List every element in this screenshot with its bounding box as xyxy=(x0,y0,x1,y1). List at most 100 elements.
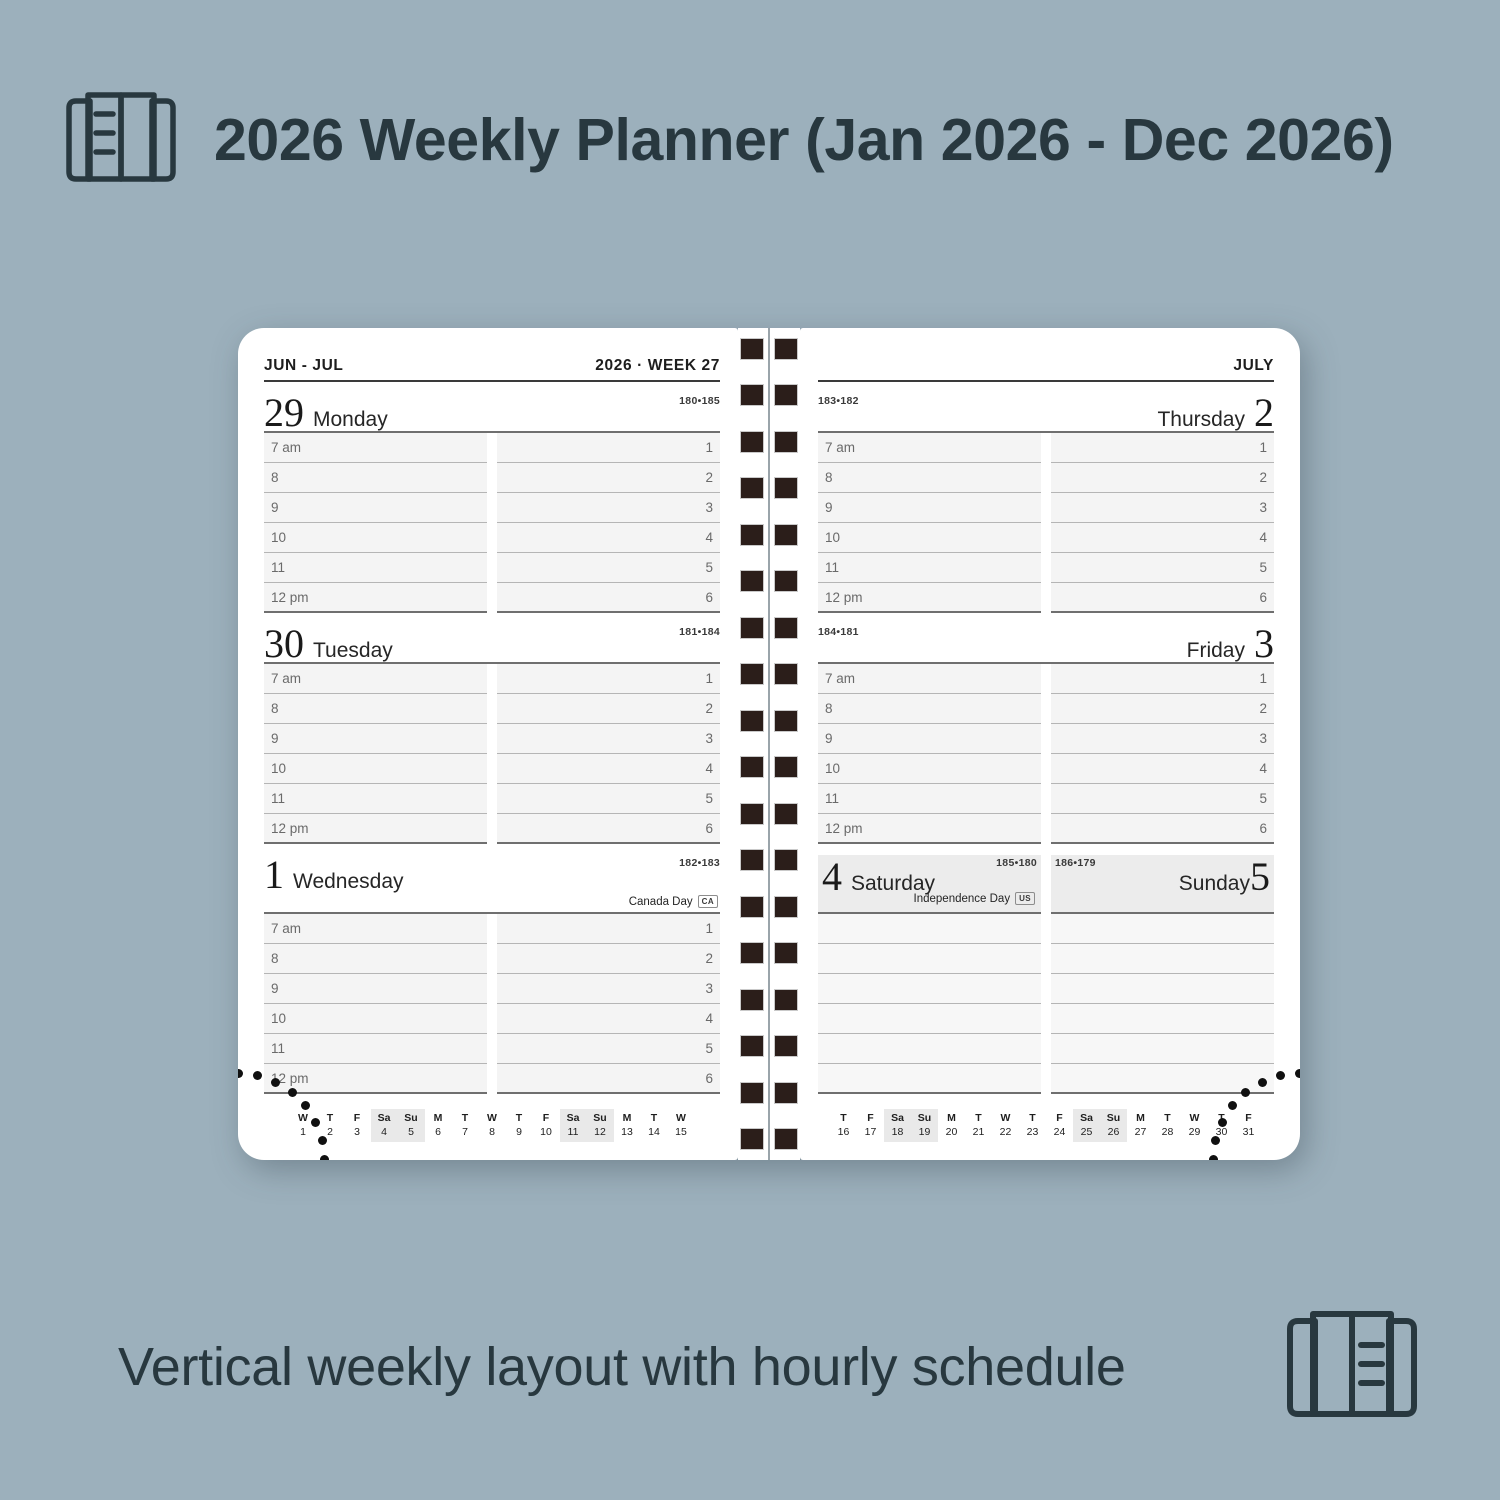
hour-slot[interactable]: 7 am xyxy=(818,664,1041,694)
mini-month-day[interactable]: Su 5 xyxy=(397,1108,425,1142)
hour-slot[interactable]: 9 xyxy=(264,493,487,523)
hour-slot[interactable]: 6 xyxy=(1051,814,1274,844)
hour-grid[interactable]: 7 am 8 9 10 11 12 pm 1 2 3 4 5 6 xyxy=(818,431,1274,613)
hour-slot[interactable]: 12 pm xyxy=(818,583,1041,613)
hour-slot[interactable]: 6 xyxy=(497,583,720,613)
hour-slot[interactable]: 11 xyxy=(264,1034,487,1064)
mini-month-day[interactable]: M 13 xyxy=(614,1109,641,1142)
day-block-sunday[interactable]: 186•179 Sunday 5 xyxy=(1051,855,1274,1094)
weekend-block[interactable]: 4 Saturday 185•180 Independence Day US xyxy=(818,855,1274,1094)
hour-slot[interactable]: 1 xyxy=(1051,664,1274,694)
hour-slot[interactable]: 1 xyxy=(1051,433,1274,463)
note-row[interactable] xyxy=(818,1004,1041,1034)
hour-slot[interactable]: 9 xyxy=(818,724,1041,754)
mini-month-day[interactable]: M 20 xyxy=(938,1109,965,1142)
hour-column-am[interactable]: 7 am 8 9 10 11 12 pm xyxy=(264,914,487,1094)
note-row[interactable] xyxy=(818,914,1041,944)
hour-slot[interactable]: 2 xyxy=(497,944,720,974)
hour-slot[interactable]: 1 xyxy=(497,664,720,694)
mini-month-day[interactable]: W 15 xyxy=(668,1109,695,1142)
note-row[interactable] xyxy=(818,974,1041,1004)
hour-column-pm[interactable]: 1 2 3 4 5 6 xyxy=(497,664,720,844)
hour-slot[interactable]: 3 xyxy=(497,493,720,523)
hour-slot[interactable]: 4 xyxy=(497,754,720,784)
hour-slot[interactable]: 4 xyxy=(497,1004,720,1034)
hour-slot[interactable]: 8 xyxy=(264,694,487,724)
hour-slot[interactable]: 3 xyxy=(497,974,720,1004)
hour-slot[interactable]: 2 xyxy=(497,694,720,724)
hour-slot[interactable]: 8 xyxy=(818,694,1041,724)
mini-month-day[interactable]: T 16 xyxy=(830,1109,857,1142)
hour-slot[interactable]: 7 am xyxy=(264,664,487,694)
hour-slot[interactable]: 3 xyxy=(1051,724,1274,754)
mini-month-day[interactable]: T 14 xyxy=(641,1109,668,1142)
day-block-friday[interactable]: 184•181 Friday 3 7 am 8 9 10 11 12 pm 1 xyxy=(818,624,1274,844)
hour-column-am[interactable]: 7 am 8 9 10 11 12 pm xyxy=(818,664,1041,844)
mini-month-day[interactable]: F 17 xyxy=(857,1109,884,1142)
hour-slot[interactable]: 5 xyxy=(497,784,720,814)
hour-slot[interactable]: 7 am xyxy=(818,433,1041,463)
hour-slot[interactable]: 1 xyxy=(497,914,720,944)
hour-slot[interactable]: 10 xyxy=(264,1004,487,1034)
mini-month-strip-right[interactable]: T 16 F 17 Sa 18 Su 19 M 20 T 21 W 22 T 23 F 24 Sa 25 Su 26 M 27… xyxy=(818,1108,1274,1142)
hour-slot[interactable]: 3 xyxy=(1051,493,1274,523)
hour-slot[interactable]: 10 xyxy=(818,523,1041,553)
hour-slot[interactable]: 11 xyxy=(818,553,1041,583)
note-row[interactable] xyxy=(1051,914,1274,944)
hour-slot[interactable]: 7 am xyxy=(264,433,487,463)
hour-slot[interactable]: 3 xyxy=(497,724,720,754)
mini-month-day[interactable]: F 24 xyxy=(1046,1109,1073,1142)
hour-column-pm[interactable]: 1 2 3 4 5 6 xyxy=(1051,664,1274,844)
hour-slot[interactable]: 4 xyxy=(1051,523,1274,553)
hour-slot[interactable]: 6 xyxy=(1051,583,1274,613)
mini-month-day[interactable]: T30 xyxy=(1208,1109,1235,1142)
hour-slot[interactable]: 10 xyxy=(818,754,1041,784)
hour-slot[interactable]: 9 xyxy=(264,974,487,1004)
hour-column-am[interactable]: 7 am 8 9 10 11 12 pm xyxy=(818,433,1041,613)
mini-month-day[interactable]: Sa 4 xyxy=(370,1108,398,1142)
mini-month-day[interactable]: Sa 25 xyxy=(1073,1108,1100,1142)
hour-slot[interactable]: 8 xyxy=(818,463,1041,493)
day-block-monday[interactable]: 29 Monday 180•185 7 am 8 9 10 11 12 pm 1 xyxy=(264,393,720,613)
hour-slot[interactable]: 6 xyxy=(497,814,720,844)
hour-slot[interactable]: 12 pm xyxy=(818,814,1041,844)
hour-slot[interactable]: 10 xyxy=(264,754,487,784)
mini-month-day[interactable]: T 21 xyxy=(965,1109,992,1142)
hour-column-pm[interactable]: 1 2 3 4 5 6 xyxy=(497,433,720,613)
hour-column-pm[interactable]: 1 2 3 4 5 6 xyxy=(497,914,720,1094)
hour-column-am[interactable]: 7 am 8 9 10 11 12 pm xyxy=(264,664,487,844)
hour-column-am[interactable]: 7 am 8 9 10 11 12 pm xyxy=(264,433,487,613)
hour-grid[interactable]: 7 am 8 9 10 11 12 pm 1 2 3 4 5 6 xyxy=(264,431,720,613)
hour-slot[interactable]: 4 xyxy=(1051,754,1274,784)
hour-slot[interactable]: 4 xyxy=(497,523,720,553)
note-row[interactable] xyxy=(1051,1064,1274,1094)
mini-month-day[interactable]: Sa 18 xyxy=(884,1108,911,1142)
mini-month-day[interactable]: Su 26 xyxy=(1100,1108,1127,1142)
hour-slot[interactable]: 9 xyxy=(264,724,487,754)
day-block-tuesday[interactable]: 30 Tuesday 181•184 7 am 8 9 10 11 12 pm … xyxy=(264,624,720,844)
hour-column-pm[interactable]: 1 2 3 4 5 6 xyxy=(1051,433,1274,613)
hour-slot[interactable]: 2 xyxy=(1051,694,1274,724)
mini-month-day[interactable]: W 22 xyxy=(992,1109,1019,1142)
mini-month-day[interactable]: Su 12 xyxy=(586,1108,614,1142)
hour-slot[interactable]: 5 xyxy=(497,553,720,583)
hour-slot[interactable]: 6 xyxy=(497,1064,720,1094)
note-row[interactable] xyxy=(1051,1004,1274,1034)
note-row[interactable] xyxy=(818,944,1041,974)
day-block-thursday[interactable]: 183•182 Thursday 2 7 am 8 9 10 11 12 pm … xyxy=(818,393,1274,613)
hour-slot[interactable]: 8 xyxy=(264,463,487,493)
hour-slot[interactable]: 9 xyxy=(818,493,1041,523)
day-block-saturday[interactable]: 4 Saturday 185•180 Independence Day US xyxy=(818,855,1041,1094)
hour-slot[interactable]: 11 xyxy=(264,553,487,583)
mini-month-day[interactable]: F 31 xyxy=(1235,1109,1262,1142)
note-row[interactable] xyxy=(818,1064,1041,1094)
hour-slot[interactable]: 8 xyxy=(264,944,487,974)
hour-slot[interactable]: 7 am xyxy=(264,914,487,944)
hour-slot[interactable]: 12 pm xyxy=(264,583,487,613)
mini-month-day[interactable]: M 27 xyxy=(1127,1109,1154,1142)
